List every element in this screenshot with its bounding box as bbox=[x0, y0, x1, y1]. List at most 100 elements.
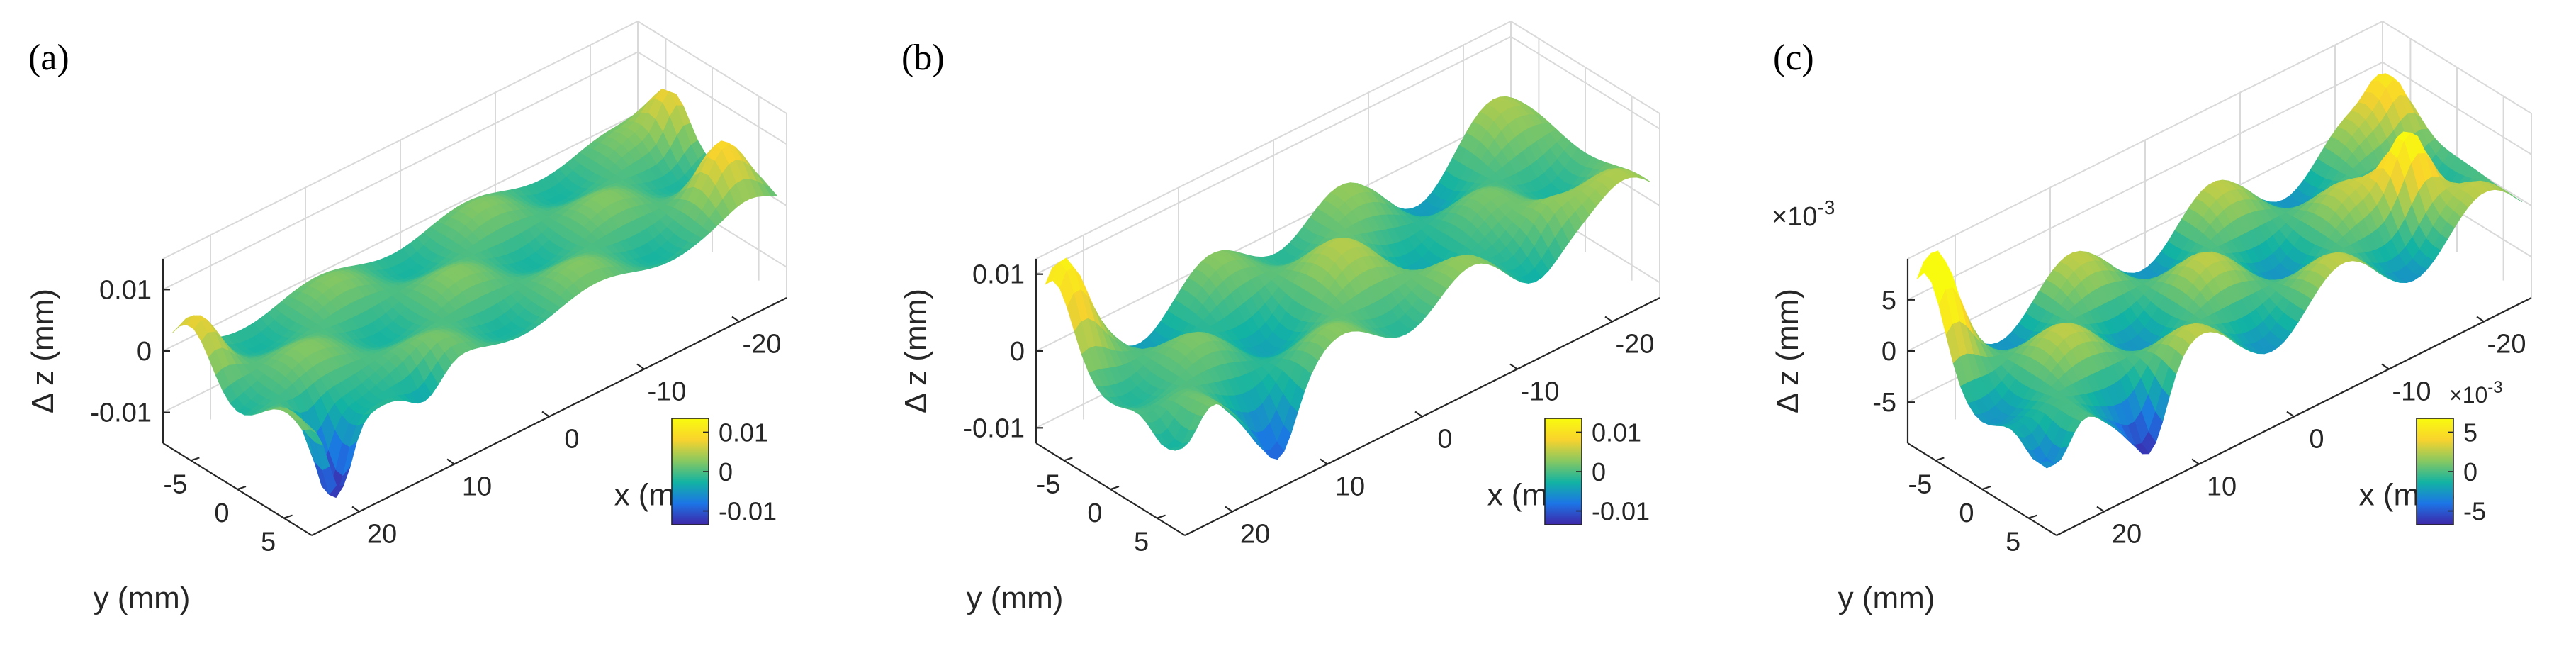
x-tick-label: 10 bbox=[2207, 472, 2237, 502]
z-grid-line bbox=[162, 51, 787, 291]
y-tick bbox=[1110, 485, 1120, 491]
x-tick-label: 10 bbox=[462, 472, 492, 502]
x-tick-label: -20 bbox=[2487, 330, 2526, 360]
surface bbox=[171, 88, 778, 499]
x-tick-label: -20 bbox=[1616, 330, 1655, 360]
z-tick-label: 0.01 bbox=[972, 260, 1025, 290]
colorbar-tick-label: -0.01 bbox=[1592, 497, 1650, 526]
x-tick bbox=[1414, 411, 1423, 418]
y-axis-label: y (mm) bbox=[94, 581, 191, 616]
colorbar: 5 0 -5 ×10-3 bbox=[2416, 378, 2503, 526]
x-tick bbox=[2381, 363, 2390, 370]
colorbar-tick-label: 0 bbox=[2463, 457, 2477, 486]
x-tick-label: -10 bbox=[648, 377, 687, 407]
x-tick bbox=[351, 506, 360, 513]
x-tick bbox=[731, 316, 740, 323]
y-tick bbox=[283, 514, 293, 519]
z-tick-label: 0.01 bbox=[99, 275, 152, 305]
colorbar-tick-label: -5 bbox=[2463, 497, 2486, 526]
z-tick-label: -0.01 bbox=[90, 399, 152, 428]
x-tick bbox=[636, 363, 645, 370]
x-tick-label: 20 bbox=[2112, 520, 2142, 550]
z-exponent-base: ×10 bbox=[1772, 202, 1817, 232]
y-tick-label: 5 bbox=[1134, 528, 1149, 557]
x-tick-label: 0 bbox=[1437, 425, 1452, 455]
y-tick-label: 0 bbox=[1959, 499, 1974, 528]
x-tick bbox=[1509, 363, 1518, 370]
z-tick-label: -5 bbox=[1872, 388, 1896, 418]
z-exponent-label: ×10-3 bbox=[1772, 196, 1835, 232]
y-tick-label: -5 bbox=[1036, 469, 1060, 499]
surface-patch bbox=[2039, 460, 2055, 469]
colorbar: 0.01 0 -0.01 bbox=[1544, 418, 1650, 526]
x-tick-label: -10 bbox=[1521, 377, 1560, 407]
x-tick-label: 10 bbox=[1335, 472, 1365, 502]
colorbar-exponent-label: ×10-3 bbox=[2449, 378, 2503, 408]
y-tick-label: 0 bbox=[1087, 499, 1102, 528]
y-axis-label: y (mm) bbox=[1838, 581, 1935, 616]
x-tick-label: 0 bbox=[564, 425, 579, 455]
colorbar-tick-label: 0 bbox=[1592, 457, 1606, 486]
y-tick bbox=[191, 457, 200, 462]
z-tick-label: 0 bbox=[1010, 337, 1025, 367]
z-grid-line bbox=[1035, 35, 1660, 275]
z-tick-label: 0 bbox=[137, 337, 152, 367]
x-tick bbox=[2191, 458, 2200, 465]
x-tick bbox=[1320, 458, 1328, 465]
colorbar-exponent-base: ×10 bbox=[2449, 382, 2487, 408]
y-tick bbox=[237, 485, 247, 491]
z-axis-label: Δ z (mm) bbox=[1770, 289, 1805, 413]
y-tick bbox=[1064, 457, 1073, 462]
y-tick bbox=[2028, 514, 2037, 519]
z-grid-line bbox=[1907, 61, 2532, 301]
y-tick-label: 5 bbox=[261, 528, 276, 557]
y-tick-label: -5 bbox=[1908, 469, 1932, 499]
y-axis-label: y (mm) bbox=[967, 581, 1064, 616]
surface bbox=[1045, 96, 1651, 460]
panel-label: (c) bbox=[1773, 38, 1814, 78]
colorbar-tick-label: 0.01 bbox=[719, 418, 768, 447]
z-tick-label: 0 bbox=[1882, 337, 1896, 367]
colorbar-tick-label: 0.01 bbox=[1592, 418, 1641, 447]
x-tick-label: -20 bbox=[743, 330, 782, 360]
x-tick bbox=[1604, 316, 1613, 323]
x-tick bbox=[541, 411, 550, 418]
colorbar-exponent-power: -3 bbox=[2487, 378, 2502, 397]
z-exponent-power: -3 bbox=[1817, 196, 1835, 218]
z-axis-label: Δ z (mm) bbox=[899, 289, 933, 413]
panel-label: (b) bbox=[901, 38, 945, 78]
x-tick bbox=[2286, 411, 2295, 418]
x-tick bbox=[2476, 316, 2485, 323]
colorbar-strip bbox=[2416, 418, 2454, 525]
colorbar: 0.01 0 -0.01 bbox=[671, 418, 777, 526]
surface-patch bbox=[1168, 447, 1183, 451]
y-tick bbox=[1935, 457, 1945, 462]
z-tick-label: -0.01 bbox=[963, 413, 1025, 443]
x-tick-label: -10 bbox=[2392, 377, 2431, 407]
y-tick-label: -5 bbox=[163, 469, 187, 499]
x-tick bbox=[446, 458, 455, 465]
colorbar-tick-label: 0 bbox=[719, 457, 733, 486]
y-tick bbox=[1981, 485, 1991, 491]
x-tick-label: 0 bbox=[2309, 425, 2324, 455]
x-tick-label: 20 bbox=[367, 520, 397, 550]
x-tick bbox=[1225, 506, 1233, 513]
surface bbox=[1916, 73, 2523, 469]
x-tick-label: 20 bbox=[1240, 520, 1270, 550]
colorbar-tick-label: 5 bbox=[2463, 418, 2477, 447]
panel-label: (a) bbox=[28, 38, 69, 78]
y-tick-label: 5 bbox=[2006, 528, 2020, 557]
z-axis-label: Δ z (mm) bbox=[26, 289, 60, 413]
y-tick-label: 0 bbox=[214, 499, 229, 528]
y-tick bbox=[1157, 514, 1166, 519]
colorbar-tick-label: -0.01 bbox=[719, 497, 777, 526]
z-tick-label: 5 bbox=[1882, 286, 1896, 316]
surface-patch bbox=[294, 420, 310, 431]
x-tick bbox=[2096, 506, 2105, 513]
